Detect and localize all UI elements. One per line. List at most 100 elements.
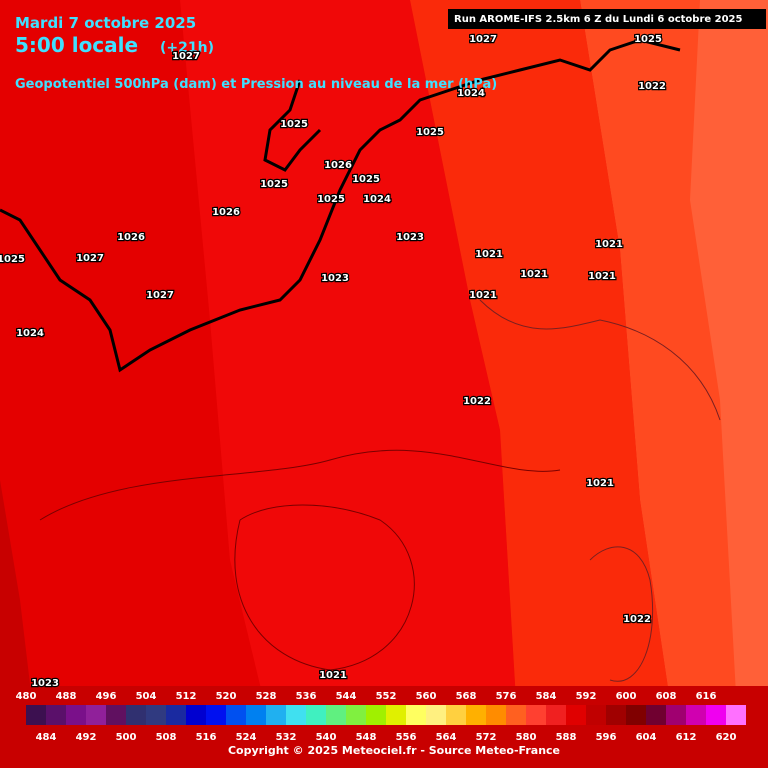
zone	[0, 0, 280, 768]
colorbar-label: 480	[16, 691, 37, 702]
colorbar-label: 616	[696, 691, 717, 702]
pressure-label: 1025	[260, 179, 288, 190]
colorbar-swatch	[446, 705, 466, 725]
pressure-label: 1027	[172, 51, 200, 62]
pressure-label: 1025	[317, 194, 345, 205]
colorbar-swatch	[726, 705, 746, 725]
pressure-label: 1022	[463, 396, 491, 407]
pressure-label: 1025	[280, 119, 308, 130]
colorbar-label: 584	[536, 691, 557, 702]
pressure-label: 1026	[117, 232, 145, 243]
pressure-label: 1021	[588, 271, 616, 282]
colorbar-swatch	[566, 705, 586, 725]
colorbar-label: 560	[416, 691, 437, 702]
colorbar-label: 512	[176, 691, 197, 702]
colorbar-swatch	[186, 705, 206, 725]
colorbar-label: 484	[36, 732, 57, 743]
colorbar-label: 524	[236, 732, 257, 743]
colorbar-swatch	[106, 705, 126, 725]
lead: (+21h)	[160, 40, 214, 56]
colorbar-label: 500	[116, 732, 137, 743]
colorbar-label: 540	[316, 732, 337, 743]
pressure-label: 1025	[0, 254, 25, 265]
subtitle: Geopotentiel 500hPa (dam) et Pression au…	[15, 77, 497, 92]
colorbar-swatch	[606, 705, 626, 725]
pressure-label: 1021	[586, 478, 614, 489]
colorbar-label: 520	[216, 691, 237, 702]
colorbar-label: 588	[556, 732, 577, 743]
colorbar-swatch	[706, 705, 726, 725]
pressure-label: 1024	[16, 328, 44, 339]
pressure-label: 1025	[352, 174, 380, 185]
colorbar-swatch	[426, 705, 446, 725]
time: 5:00 locale	[15, 33, 138, 57]
colorbar-label: 528	[256, 691, 277, 702]
colorbar-swatch	[546, 705, 566, 725]
colorbar-swatch	[466, 705, 486, 725]
colorbar-swatch	[286, 705, 306, 725]
colorbar-label: 568	[456, 691, 477, 702]
colorbar-label: 508	[156, 732, 177, 743]
pressure-label: 1023	[396, 232, 424, 243]
colorbar-label: 600	[616, 691, 637, 702]
run: Run AROME-IFS 2.5km 6 Z du Lundi 6 octob…	[454, 14, 743, 25]
colorbar-label: 596	[596, 732, 617, 743]
pressure-label: 1021	[319, 670, 347, 681]
colorbar-swatch	[66, 705, 86, 725]
colorbar-swatch	[646, 705, 666, 725]
pressure-label: 1023	[31, 678, 59, 689]
pressure-label: 1027	[146, 290, 174, 301]
colorbar-label: 496	[96, 691, 117, 702]
colorbar-label: 620	[716, 732, 737, 743]
colorbar-swatch	[666, 705, 686, 725]
colorbar-label: 488	[56, 691, 77, 702]
colorbar-swatch	[486, 705, 506, 725]
colorbar-swatch	[26, 705, 46, 725]
colorbar-label: 556	[396, 732, 417, 743]
colorbar-label: 604	[636, 732, 657, 743]
pressure-label: 1024	[457, 88, 485, 99]
colorbar-swatch	[86, 705, 106, 725]
pressure-label: 1027	[76, 253, 104, 264]
pressure-label: 1022	[623, 614, 651, 625]
colorbar-label: 536	[296, 691, 317, 702]
pressure-label: 1027	[469, 34, 497, 45]
colorbar-swatch	[326, 705, 346, 725]
run-box	[448, 9, 766, 29]
border	[479, 299, 721, 682]
zone	[690, 0, 768, 768]
pressure-label: 1022	[638, 81, 666, 92]
colorbar-label: 608	[656, 691, 677, 702]
colorbar-label: 544	[336, 691, 357, 702]
pressure-label: 1021	[475, 249, 503, 260]
colorbar-label: 532	[276, 732, 297, 743]
pressure-label: 1021	[595, 239, 623, 250]
pressure-label: 1023	[321, 273, 349, 284]
colorbar-swatch	[166, 705, 186, 725]
colorbar-swatch	[526, 705, 546, 725]
zone	[410, 0, 680, 768]
colorbar-swatch	[266, 705, 286, 725]
copyright: Copyright © 2025 Meteociel.fr - Source M…	[228, 744, 560, 757]
pressure-label: 1021	[469, 290, 497, 301]
colorbar-label: 572	[476, 732, 497, 743]
colorbar-swatch	[226, 705, 246, 725]
colorbar-label: 564	[436, 732, 457, 743]
colorbar-label: 504	[136, 691, 157, 702]
colorbar-label: 576	[496, 691, 517, 702]
pressure-label: 1024	[363, 194, 391, 205]
colorbar-swatch	[386, 705, 406, 725]
colorbar-label: 612	[676, 732, 697, 743]
colorbar-swatch	[586, 705, 606, 725]
colorbar-swatch	[126, 705, 146, 725]
colorbar-bg	[0, 686, 768, 768]
colorbar-swatch	[366, 705, 386, 725]
contour	[263, 79, 322, 172]
pressure-label: 1025	[634, 34, 662, 45]
colorbar-swatch	[306, 705, 326, 725]
contour	[39, 449, 561, 671]
colorbar-swatch	[346, 705, 366, 725]
colorbar-label: 552	[376, 691, 397, 702]
